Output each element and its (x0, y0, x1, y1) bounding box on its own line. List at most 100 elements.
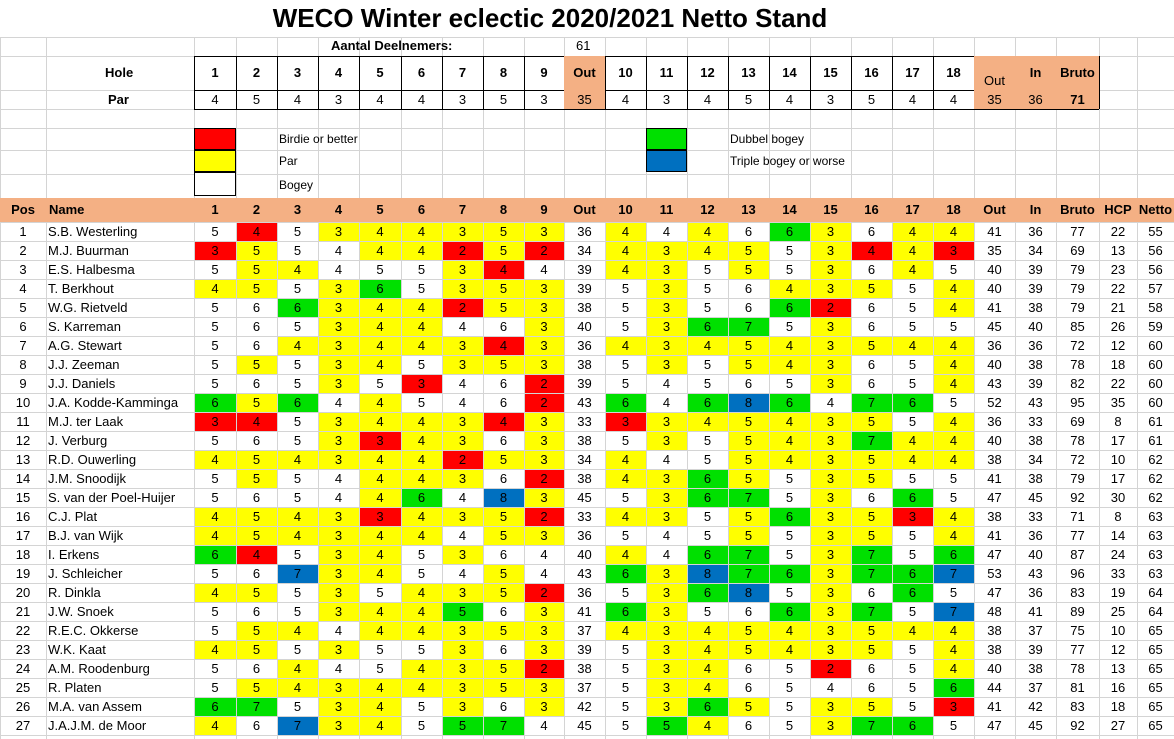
score-cell: 6 (744, 661, 753, 676)
score-cell-fill (729, 698, 769, 716)
player-name: S. van der Poel-Huijer (48, 490, 176, 505)
score-cell: 6 (621, 395, 630, 410)
summary-column-fill (1015, 56, 1056, 109)
score-cell: 6 (703, 490, 712, 505)
score-cell-fill (606, 508, 646, 526)
score-cell: 60 (1148, 357, 1163, 372)
score-cell-fill (484, 451, 524, 469)
score-cell-fill (484, 565, 524, 583)
score-cell-fill (606, 261, 646, 279)
column-header: Out (983, 202, 1006, 217)
score-cell-fill (402, 660, 442, 678)
score-cell: 7 (867, 547, 876, 562)
score-cell: 5 (293, 357, 302, 372)
score-cell: 4 (334, 243, 343, 258)
player-name: S. Karreman (48, 319, 121, 334)
score-cell: 3 (826, 471, 835, 486)
score-cell-fill (319, 641, 359, 659)
score-cell: 5 (785, 585, 794, 600)
score-cell: 4 (417, 414, 426, 429)
score-cell: 5 (621, 300, 630, 315)
score-cell: 5 (908, 547, 917, 562)
score-cell: 6 (908, 490, 917, 505)
score-cell-fill (893, 508, 933, 526)
score-cell-fill (729, 242, 769, 260)
score-cell-fill (360, 299, 401, 317)
score-cell-fill (278, 299, 318, 317)
score-cell-fill (484, 242, 524, 260)
score-cell: 5 (293, 490, 302, 505)
score-cell-fill (525, 660, 564, 678)
player-name: A.G. Stewart (48, 338, 122, 353)
score-cell: 6 (252, 319, 261, 334)
score-cell-fill (195, 584, 236, 602)
score-cell-fill (811, 432, 851, 450)
score-cell: 4 (293, 452, 302, 467)
score-cell: 4 (334, 395, 343, 410)
player-name: R. Dinkla (48, 585, 101, 600)
score-cell: 5 (703, 509, 712, 524)
score-cell-fill (647, 679, 687, 697)
score-cell: 36 (1028, 224, 1043, 239)
score-cell: 6 (252, 604, 261, 619)
score-cell: 5 (293, 642, 302, 657)
player-name: W.G. Rietveld (48, 300, 128, 315)
score-cell: 3 (334, 319, 343, 334)
score-cell-fill (237, 470, 277, 488)
player-name: A.M. Roodenburg (48, 661, 150, 676)
score-cell-fill (237, 223, 277, 241)
score-cell: 5 (252, 623, 261, 638)
score-cell-fill (770, 280, 810, 298)
score-cell-fill (402, 242, 442, 260)
hole-header: 11 (659, 65, 674, 80)
score-cell-fill (237, 679, 277, 697)
score-cell-fill (319, 546, 359, 564)
player-name: R. Platen (48, 680, 102, 695)
player-name: J.M. Snoodijk (48, 471, 127, 486)
score-cell: 5 (211, 661, 219, 676)
score-cell: 2 (540, 471, 548, 486)
score-cell: 4 (499, 338, 508, 353)
column-header: 10 (618, 202, 633, 217)
score-cell-fill (319, 527, 359, 545)
row-position: 15 (15, 490, 31, 505)
score-cell-fill (647, 717, 687, 735)
score-cell-fill (770, 223, 810, 241)
score-cell-fill (934, 356, 974, 374)
score-cell: 4 (703, 718, 712, 733)
score-cell-fill (606, 451, 646, 469)
score-cell-fill (443, 679, 483, 697)
score-cell: 5 (499, 300, 508, 315)
player-name: R.E.C. Okkerse (48, 623, 139, 638)
score-cell: 4 (540, 566, 548, 581)
score-cell: 5 (211, 376, 219, 391)
score-cell: 4 (908, 224, 917, 239)
par-value: 4 (417, 92, 426, 107)
score-cell-fill (934, 223, 974, 241)
score-cell: 6 (744, 281, 753, 296)
score-cell: 3 (662, 661, 671, 676)
score-cell: 3 (458, 547, 467, 562)
score-cell-fill (360, 470, 401, 488)
score-cell: 33 (577, 509, 592, 524)
score-cell-fill (729, 394, 769, 412)
score-cell-fill (402, 337, 442, 355)
score-cell: 4 (376, 243, 384, 258)
score-cell-fill (525, 508, 564, 526)
score-cell: 5 (417, 262, 426, 277)
score-cell: 3 (662, 433, 671, 448)
page-title: WECO Winter eclectic 2020/2021 Netto Sta… (272, 3, 828, 33)
score-cell: 5 (621, 490, 630, 505)
score-cell: 6 (867, 224, 876, 239)
score-cell: 4 (499, 414, 508, 429)
score-cell: 6 (499, 319, 508, 334)
score-cell: 4 (376, 471, 384, 486)
score-cell: 3 (540, 699, 548, 714)
score-cell-fill (402, 470, 442, 488)
par-value: 71 (1070, 92, 1085, 107)
score-cell: 65 (1148, 642, 1163, 657)
score-cell: 5 (744, 433, 753, 448)
score-cell-fill (525, 280, 564, 298)
score-cell-fill (360, 223, 401, 241)
